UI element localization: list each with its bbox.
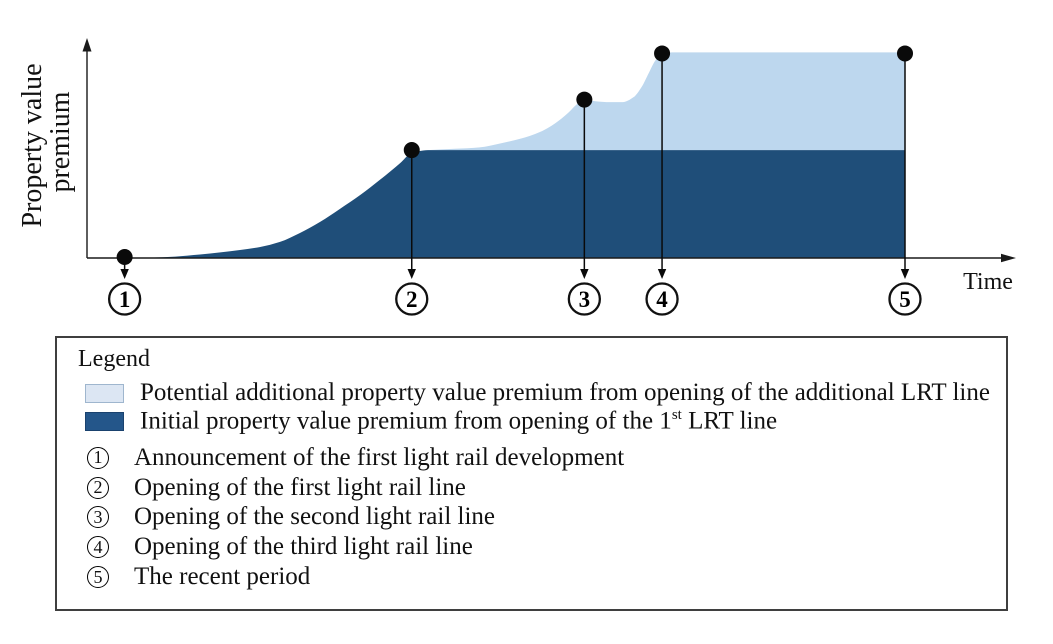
event-markers: 1 2 3 4 5 <box>107 45 922 316</box>
additional-premium-area <box>428 52 905 151</box>
legend-title: Legend <box>78 346 150 372</box>
initial-premium-swatch <box>85 411 124 431</box>
event-arrow-icon-5 <box>900 269 910 279</box>
additional-premium-swatch <box>85 383 124 403</box>
event-number-3: 3 <box>579 287 591 312</box>
event-arrow-icon-1 <box>120 269 129 279</box>
event-number-circle-4 <box>645 282 679 316</box>
event-number-circle-3 <box>567 282 601 316</box>
legend-item-2: 2 Opening of the first light rail line <box>87 473 624 503</box>
chart-axes <box>82 38 1016 263</box>
event-number-circle-5 <box>888 282 922 316</box>
event-arrow-icon-3 <box>580 269 589 279</box>
event-dot-2 <box>403 142 420 159</box>
legend-item-1: 1 Announcement of the first light rail d… <box>87 443 624 473</box>
chart-areas <box>124 52 906 258</box>
event-marker-5: 5 <box>888 45 922 316</box>
event-dot-1 <box>116 249 133 265</box>
event-number-2: 2 <box>406 287 418 312</box>
event-number-circle-2 <box>395 282 429 316</box>
legend-item-5: 5 The recent period <box>87 562 624 592</box>
event-marker-4: 4 <box>645 45 679 316</box>
event-number-circle-1 <box>107 282 142 316</box>
circled-4-icon: 4 <box>87 536 109 559</box>
event-marker-3: 3 <box>567 91 601 316</box>
y-axis-label: Property value premium <box>17 56 76 227</box>
event-number-1: 1 <box>119 287 131 312</box>
legend-item-3: 3 Opening of the second light rail line <box>87 503 624 533</box>
legend-events: 1 Announcement of the first light rail d… <box>87 443 624 592</box>
additional-premium-label: Potential additional property value prem… <box>140 379 990 406</box>
event-number-4: 4 <box>656 287 668 312</box>
x-axis-arrow-icon <box>1001 253 1016 263</box>
y-axis-arrow-icon <box>82 38 92 52</box>
event-dot-4 <box>654 45 671 62</box>
legend-box: Legend Potential additional property val… <box>55 336 1008 611</box>
circled-3-icon: 3 <box>87 506 109 529</box>
event-dot-3 <box>576 91 593 108</box>
legend-swatch-row-initial: Initial property value premium from open… <box>85 406 778 435</box>
circled-5-icon: 5 <box>87 566 109 589</box>
event-arrow-icon-4 <box>657 269 667 279</box>
initial-premium-label: Initial property value premium from open… <box>140 406 778 435</box>
legend-swatch-row-additional: Potential additional property value prem… <box>85 379 990 406</box>
property-value-chart: 1 2 3 4 5 Property value premium Time <box>17 38 1016 316</box>
initial-premium-area <box>124 150 906 258</box>
circled-2-icon: 2 <box>87 476 109 499</box>
circled-1-icon: 1 <box>87 446 109 469</box>
event-arrow-icon-2 <box>407 269 416 279</box>
event-marker-2: 2 <box>395 142 429 316</box>
event-marker-1: 1 <box>107 249 142 316</box>
event-number-5: 5 <box>899 287 911 312</box>
legend-item-4: 4 Opening of the third light rail line <box>87 532 624 562</box>
x-axis-label: Time <box>963 269 1013 295</box>
event-dot-5 <box>897 45 913 62</box>
